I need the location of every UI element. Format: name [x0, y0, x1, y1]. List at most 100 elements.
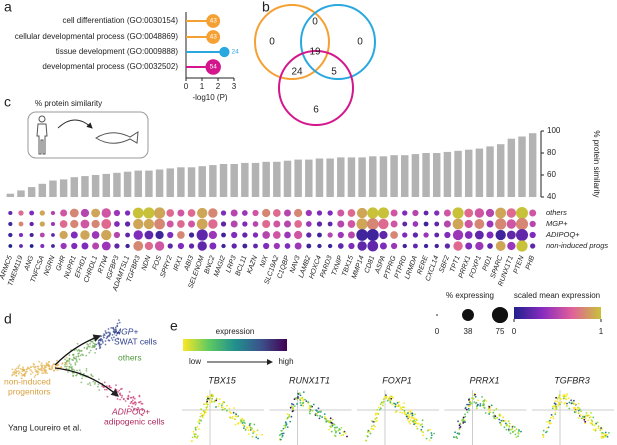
feature-point	[191, 440, 193, 442]
feature-point	[333, 434, 336, 437]
feature-point	[386, 399, 389, 402]
bar	[187, 167, 196, 197]
feature-point	[585, 412, 588, 414]
embedding-point	[105, 388, 108, 391]
dot	[390, 242, 398, 250]
feature-point	[499, 414, 502, 417]
bar	[123, 171, 132, 197]
citation: Yang Loureiro et al.	[8, 422, 82, 432]
embedding-point	[41, 364, 44, 367]
feature-point	[511, 427, 514, 430]
dot	[273, 220, 281, 228]
feature-point	[469, 403, 472, 405]
embedding-point	[98, 389, 101, 391]
embedding-point	[101, 338, 103, 341]
bar	[337, 157, 345, 197]
dot	[347, 231, 355, 239]
dot	[348, 242, 355, 250]
feature-point	[577, 409, 580, 412]
embedding-point	[76, 342, 79, 345]
bar	[273, 161, 281, 197]
feature-point	[344, 432, 347, 435]
feature-point	[377, 406, 380, 409]
size-legend-dot	[491, 306, 509, 324]
feature-point	[403, 409, 406, 412]
feature-point	[479, 403, 482, 405]
dot	[51, 233, 55, 237]
dot	[507, 241, 516, 251]
feature-point	[215, 397, 218, 400]
feature-point	[593, 424, 596, 427]
y-tick-label: 80	[547, 148, 556, 157]
embedding-point	[128, 391, 131, 393]
feature-point	[209, 394, 212, 397]
embedding-point	[92, 342, 95, 344]
feature-point	[323, 416, 326, 418]
embedding-point	[94, 343, 96, 345]
feature-point	[488, 406, 491, 408]
bar	[209, 165, 217, 197]
trajectory-arrow	[54, 367, 119, 397]
embedding-point	[127, 395, 130, 398]
feature-point	[546, 421, 548, 423]
embedding-point	[114, 326, 117, 329]
feature-point	[318, 417, 321, 420]
venn-circle	[254, 4, 330, 80]
embedding-point	[68, 365, 71, 368]
bar	[49, 180, 57, 197]
feature-point	[217, 405, 220, 408]
feature-point	[221, 403, 224, 405]
feature-point	[331, 418, 334, 421]
embedding-point	[93, 346, 95, 349]
embedding-point	[45, 362, 48, 364]
dot	[143, 218, 155, 230]
feature-point	[305, 400, 308, 403]
feature-point	[335, 430, 337, 433]
lollipop-dot	[205, 59, 221, 75]
feature-point	[237, 422, 240, 425]
feature-point	[463, 419, 466, 422]
feature-point	[454, 436, 457, 439]
venn-count: 0	[357, 37, 363, 48]
dot	[506, 219, 517, 229]
feature-point	[566, 402, 568, 405]
feature-point	[338, 432, 341, 435]
bar	[155, 169, 164, 197]
feature-point	[212, 395, 214, 397]
feature-point	[399, 411, 402, 414]
feature-point	[291, 403, 293, 405]
feature-point	[218, 398, 221, 400]
y-tick-label: 100	[547, 126, 561, 135]
dot	[475, 241, 484, 251]
feature-point	[464, 421, 466, 423]
size-legend-label: 0	[435, 327, 440, 336]
feature-point	[209, 401, 212, 404]
dot	[143, 207, 155, 219]
dot	[29, 221, 34, 227]
dot	[294, 208, 303, 218]
feature-point	[507, 428, 510, 431]
feature-point	[282, 432, 285, 435]
dot	[294, 242, 302, 250]
feature-point	[309, 412, 311, 415]
dot	[423, 221, 429, 227]
feature-point	[308, 406, 311, 409]
feature-point	[324, 418, 327, 421]
dot	[327, 232, 333, 238]
embedding-point	[118, 319, 120, 321]
bar	[91, 175, 100, 197]
feature-point	[604, 433, 607, 436]
feature-point	[563, 395, 566, 398]
feature-point	[194, 426, 197, 429]
embedding-point	[43, 370, 46, 372]
dot	[80, 230, 90, 240]
dot	[80, 208, 90, 218]
bar	[358, 157, 366, 197]
dot	[486, 220, 494, 228]
feature-point	[248, 425, 251, 428]
embedding-point	[115, 334, 118, 337]
dot	[486, 231, 494, 239]
embedding-point	[72, 359, 74, 362]
feature-point	[335, 426, 337, 429]
x-axis-label: -log10 (P)	[192, 93, 227, 102]
